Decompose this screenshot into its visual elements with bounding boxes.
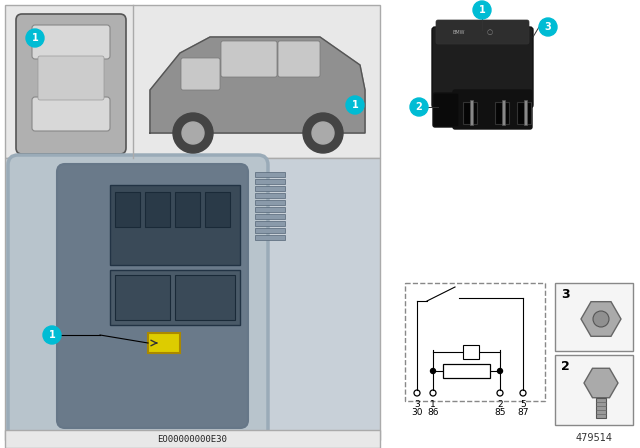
FancyBboxPatch shape [32,25,110,59]
Bar [255,207,285,212]
Text: 2: 2 [561,359,570,372]
Circle shape [303,113,343,153]
Circle shape [26,29,44,47]
Text: 1: 1 [351,100,358,110]
Bar [145,192,170,227]
Text: ○: ○ [487,29,493,35]
Bar [205,192,230,227]
Bar [524,100,527,125]
Bar [110,270,240,325]
Text: 86: 86 [428,408,439,417]
Bar [255,228,285,233]
Text: 3: 3 [561,288,570,301]
Text: 1: 1 [430,400,436,409]
Bar [463,102,477,124]
Circle shape [539,18,557,36]
FancyBboxPatch shape [432,27,533,108]
Bar [255,200,285,205]
Bar [502,100,505,125]
Bar [115,192,140,227]
Circle shape [497,369,502,374]
Polygon shape [150,37,365,133]
Text: 87: 87 [517,408,529,417]
Text: 2: 2 [415,102,422,112]
FancyBboxPatch shape [433,93,459,127]
FancyBboxPatch shape [181,58,220,90]
Bar [463,345,479,359]
Bar [470,100,473,125]
Bar [443,364,490,378]
Circle shape [346,96,364,114]
Circle shape [312,122,334,144]
Bar [5,430,380,448]
Bar [517,102,531,124]
Text: 479514: 479514 [575,433,612,443]
FancyBboxPatch shape [32,97,110,131]
Text: 30: 30 [412,408,423,417]
Circle shape [43,326,61,344]
Bar [255,179,285,184]
Text: 5: 5 [520,400,526,409]
Bar [495,102,509,124]
Bar [175,192,200,227]
Bar [255,221,285,226]
Bar [255,214,285,219]
FancyBboxPatch shape [57,164,248,428]
Text: BMW: BMW [452,30,465,34]
Text: EO00000000E30: EO00000000E30 [157,435,227,444]
Bar [405,283,545,401]
Circle shape [182,122,204,144]
Bar [115,275,170,320]
Bar [255,186,285,191]
FancyBboxPatch shape [221,41,277,77]
Bar [255,172,285,177]
FancyBboxPatch shape [38,56,104,100]
Text: 2: 2 [497,400,503,409]
FancyBboxPatch shape [278,41,320,77]
Circle shape [473,1,491,19]
Circle shape [593,311,609,327]
Circle shape [173,113,213,153]
Bar [555,355,633,425]
Text: 1: 1 [49,330,56,340]
Bar [596,398,606,418]
Bar [555,283,633,351]
Text: 3: 3 [545,22,552,32]
Text: 3: 3 [414,400,420,409]
Bar [175,275,235,320]
Text: 1: 1 [31,33,38,43]
Bar [255,193,285,198]
Bar [148,333,180,353]
Circle shape [410,98,428,116]
FancyBboxPatch shape [453,90,532,129]
Text: 1: 1 [479,5,485,15]
Text: 85: 85 [494,408,506,417]
Circle shape [431,369,435,374]
Bar [255,235,285,240]
FancyBboxPatch shape [8,155,268,440]
FancyBboxPatch shape [16,14,126,154]
Bar [110,185,240,265]
Bar [5,158,380,440]
FancyBboxPatch shape [436,20,529,44]
Bar [5,5,380,158]
